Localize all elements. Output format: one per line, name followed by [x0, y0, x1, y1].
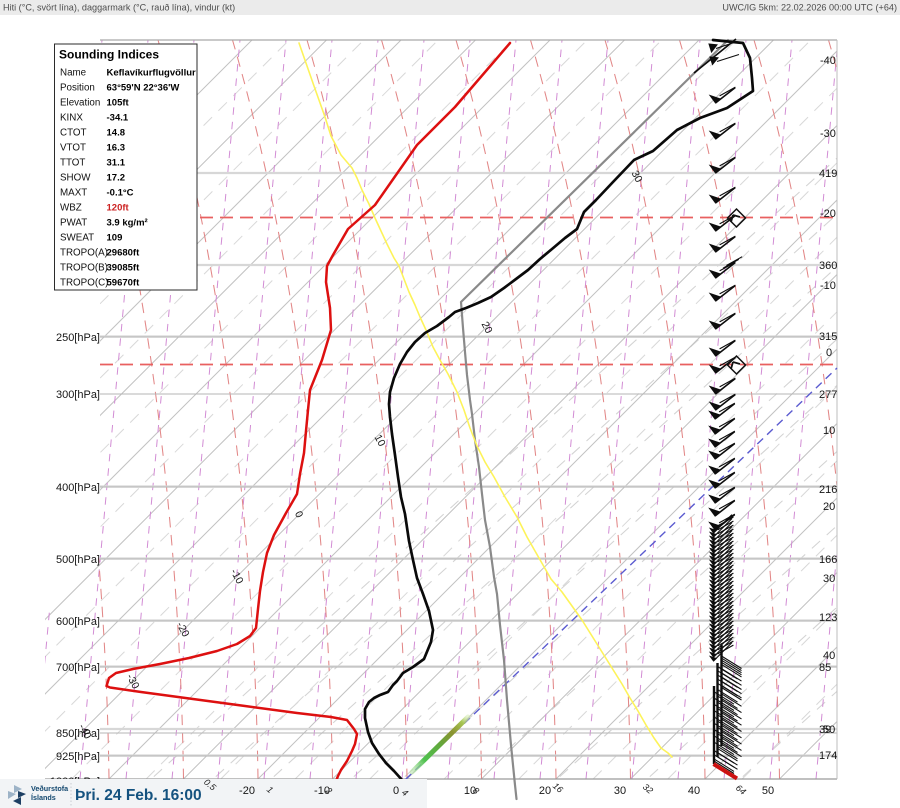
svg-text:30: 30: [614, 785, 626, 797]
svg-text:40: 40: [823, 650, 835, 662]
svg-text:120ft: 120ft: [107, 203, 130, 214]
svg-text:174: 174: [819, 750, 837, 762]
svg-text:360: 360: [819, 260, 837, 272]
svg-text:63°59'N 22°36'W: 63°59'N 22°36'W: [107, 83, 180, 94]
svg-text:31.1: 31.1: [107, 158, 126, 169]
svg-text:CTOT: CTOT: [60, 128, 87, 139]
svg-text:29680ft: 29680ft: [107, 248, 141, 259]
svg-text:TROPO(A): TROPO(A): [60, 248, 108, 259]
svg-text:850[hPa]: 850[hPa]: [56, 728, 100, 740]
svg-text:TROPO(C): TROPO(C): [60, 278, 108, 289]
svg-text:10: 10: [464, 785, 476, 797]
svg-text:20: 20: [479, 320, 495, 336]
svg-text:WBZ: WBZ: [60, 203, 82, 214]
svg-text:315: 315: [819, 331, 837, 343]
svg-text:3.9 kg/m²: 3.9 kg/m²: [107, 218, 148, 229]
svg-text:Keflavíkurflugvöllur: Keflavíkurflugvöllur: [107, 68, 197, 79]
svg-text:0: 0: [393, 785, 399, 797]
svg-text:17.2: 17.2: [107, 173, 126, 184]
svg-text:105ft: 105ft: [107, 98, 130, 109]
svg-text:8: 8: [471, 785, 481, 796]
svg-text:925[hPa]: 925[hPa]: [56, 751, 100, 763]
svg-text:Íslands: Íslands: [31, 793, 56, 802]
svg-text:16: 16: [551, 781, 565, 795]
svg-text:0: 0: [292, 509, 305, 520]
svg-text:300[hPa]: 300[hPa]: [56, 389, 100, 401]
svg-text:64: 64: [734, 783, 748, 797]
svg-text:39: 39: [819, 724, 831, 736]
svg-text:20: 20: [539, 785, 551, 797]
svg-text:419: 419: [819, 168, 837, 180]
svg-text:2: 2: [323, 785, 334, 797]
svg-text:SHOW: SHOW: [60, 173, 91, 184]
svg-text:-30: -30: [820, 128, 836, 140]
svg-text:16.3: 16.3: [107, 143, 126, 154]
svg-text:-34.1: -34.1: [107, 113, 129, 124]
svg-text:50: 50: [762, 785, 774, 797]
svg-text:Hiti (°C, svört lína), daggarm: Hiti (°C, svört lína), daggarmark (°C, r…: [3, 3, 235, 13]
svg-text:Position: Position: [60, 83, 95, 94]
svg-text:Þri. 24 Feb. 16:00: Þri. 24 Feb. 16:00: [75, 787, 202, 804]
svg-text:KINX: KINX: [60, 113, 83, 124]
svg-text:216: 216: [819, 484, 837, 496]
svg-text:600[hPa]: 600[hPa]: [56, 616, 100, 628]
svg-text:700[hPa]: 700[hPa]: [56, 662, 100, 674]
svg-text:30: 30: [629, 169, 645, 185]
svg-text:50: 50: [823, 724, 835, 736]
svg-text:-20: -20: [820, 208, 836, 220]
svg-text:10: 10: [372, 433, 388, 449]
svg-text:-40: -40: [820, 55, 836, 67]
svg-text:4: 4: [400, 787, 410, 798]
svg-text:20: 20: [823, 501, 835, 513]
svg-text:Sounding Indices: Sounding Indices: [59, 48, 159, 62]
svg-text:-0.1°C: -0.1°C: [107, 188, 134, 199]
svg-text:-20: -20: [239, 785, 255, 797]
svg-text:-10: -10: [820, 280, 836, 292]
svg-text:VTOT: VTOT: [60, 143, 86, 154]
svg-text:85: 85: [819, 662, 831, 674]
svg-text:Veðurstofa: Veðurstofa: [31, 784, 69, 793]
svg-text:SWEAT: SWEAT: [60, 233, 94, 244]
svg-text:MAXT: MAXT: [60, 188, 87, 199]
svg-text:14.8: 14.8: [107, 128, 126, 139]
svg-text:39085ft: 39085ft: [107, 263, 141, 274]
svg-text:59670ft: 59670ft: [107, 278, 141, 289]
svg-text:Name: Name: [60, 68, 87, 79]
svg-text:250[hPa]: 250[hPa]: [56, 332, 100, 344]
svg-text:400[hPa]: 400[hPa]: [56, 482, 100, 494]
svg-text:30: 30: [823, 573, 835, 585]
svg-text:1: 1: [265, 784, 275, 795]
svg-text:32: 32: [641, 782, 655, 796]
svg-text:500[hPa]: 500[hPa]: [56, 554, 100, 566]
svg-text:166: 166: [819, 554, 837, 566]
svg-text:TROPO(B): TROPO(B): [60, 263, 108, 274]
svg-text:109: 109: [107, 233, 123, 244]
svg-text:Elevation: Elevation: [60, 98, 100, 109]
svg-text:10: 10: [823, 425, 835, 437]
svg-text:40: 40: [688, 785, 700, 797]
svg-text:UWC/IG 5km: 22.02.2026 00:00 U: UWC/IG 5km: 22.02.2026 00:00 UTC (+64): [722, 3, 897, 13]
svg-text:123: 123: [819, 612, 837, 624]
svg-text:277: 277: [819, 389, 837, 401]
svg-text:TTOT: TTOT: [60, 158, 85, 169]
svg-text:-10: -10: [314, 785, 330, 797]
svg-text:0: 0: [826, 347, 832, 359]
svg-text:PWAT: PWAT: [60, 218, 87, 229]
